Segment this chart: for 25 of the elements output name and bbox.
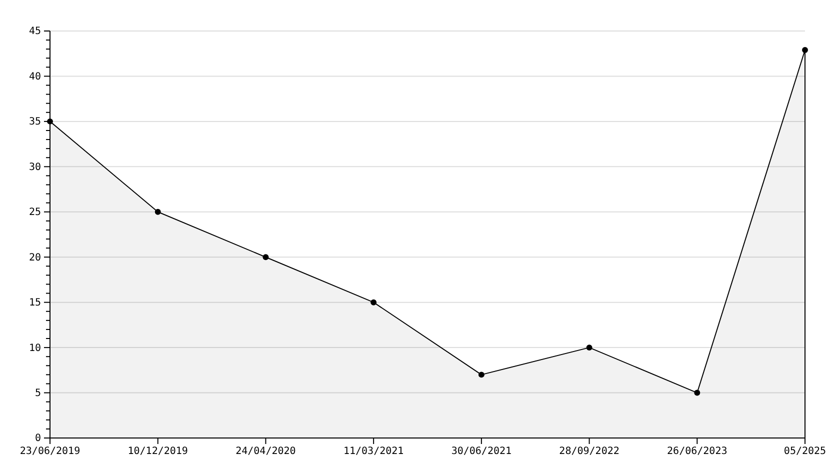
x-tick-label: 11/03/2021	[343, 446, 404, 458]
x-tick-label: 05/2025	[784, 446, 826, 458]
y-tick-label: 10	[28, 342, 41, 354]
x-tick-label: 30/06/2021	[451, 446, 512, 458]
y-tick-label: 15	[28, 298, 41, 309]
y-tick-label: 30	[28, 162, 41, 173]
point	[370, 299, 377, 306]
point	[802, 47, 808, 53]
point	[694, 390, 700, 396]
y-tick-label: 25	[28, 207, 41, 218]
x-tick-label: 28/09/2022	[559, 446, 620, 458]
x-tick-label: 10/12/2019	[128, 446, 188, 458]
x-tick-label: 24/04/2020	[236, 446, 296, 458]
x-tick-label: 26/06/2023	[667, 446, 728, 458]
x-tick-label: 23/06/2019	[20, 446, 80, 458]
y-tick-label: 35	[28, 116, 41, 128]
point	[262, 254, 269, 260]
y-tick-label: 40	[28, 71, 41, 82]
y-tick-label: 0	[34, 433, 41, 444]
y-tick-label: 5	[34, 388, 41, 399]
y-tick-label: 45	[28, 26, 41, 38]
point	[478, 372, 484, 378]
point	[154, 208, 161, 215]
point	[586, 344, 592, 351]
y-tick-label: 20	[28, 252, 41, 264]
